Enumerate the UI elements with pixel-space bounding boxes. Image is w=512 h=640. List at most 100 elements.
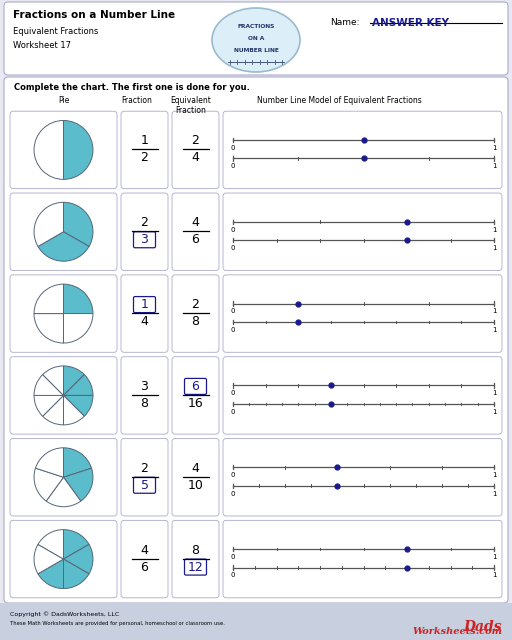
Text: 6: 6	[191, 233, 200, 246]
Text: 6: 6	[141, 561, 148, 573]
FancyBboxPatch shape	[134, 477, 156, 493]
Wedge shape	[63, 468, 93, 501]
Text: 8: 8	[140, 397, 148, 410]
FancyBboxPatch shape	[172, 520, 219, 598]
Text: 1: 1	[492, 308, 496, 314]
Text: 1: 1	[492, 390, 496, 396]
FancyBboxPatch shape	[223, 520, 502, 598]
Bar	[0, 603, 512, 640]
Text: Equivalent
Fraction: Equivalent Fraction	[170, 96, 211, 115]
Wedge shape	[34, 374, 63, 396]
Text: 2: 2	[191, 298, 200, 311]
Wedge shape	[34, 396, 63, 416]
Text: 1: 1	[141, 298, 148, 311]
Text: 1: 1	[492, 472, 496, 478]
Text: 6: 6	[191, 380, 200, 393]
Text: 16: 16	[187, 397, 203, 410]
Text: 8: 8	[191, 543, 200, 557]
Text: 1: 1	[492, 227, 496, 232]
Text: Name:: Name:	[330, 18, 359, 27]
Text: 2: 2	[141, 152, 148, 164]
Wedge shape	[34, 545, 63, 574]
Text: Equivalent Fractions: Equivalent Fractions	[13, 27, 98, 36]
Text: 4: 4	[191, 216, 200, 229]
Wedge shape	[34, 468, 63, 501]
Text: Fraction: Fraction	[121, 96, 153, 105]
Text: 12: 12	[187, 561, 203, 573]
Text: 4: 4	[141, 315, 148, 328]
FancyBboxPatch shape	[121, 520, 168, 598]
Wedge shape	[34, 284, 63, 314]
Wedge shape	[63, 202, 93, 246]
Text: 8: 8	[191, 315, 200, 328]
FancyBboxPatch shape	[121, 193, 168, 271]
Wedge shape	[63, 545, 93, 574]
Text: 3: 3	[141, 233, 148, 246]
Wedge shape	[46, 477, 81, 507]
Wedge shape	[63, 120, 93, 179]
Text: ANSWER KEY: ANSWER KEY	[372, 18, 449, 28]
FancyBboxPatch shape	[172, 193, 219, 271]
Wedge shape	[34, 314, 63, 343]
Wedge shape	[63, 366, 84, 396]
FancyBboxPatch shape	[223, 438, 502, 516]
Text: 0: 0	[231, 327, 235, 333]
FancyBboxPatch shape	[172, 356, 219, 434]
FancyBboxPatch shape	[134, 232, 156, 248]
Text: Copyright © DadsWorksheets, LLC: Copyright © DadsWorksheets, LLC	[10, 611, 119, 617]
Text: 2: 2	[141, 461, 148, 475]
Wedge shape	[34, 202, 63, 246]
Wedge shape	[34, 120, 63, 179]
Text: 0: 0	[231, 409, 235, 415]
Text: 0: 0	[231, 390, 235, 396]
Text: 0: 0	[231, 245, 235, 251]
Text: 2: 2	[141, 216, 148, 229]
Text: 4: 4	[141, 543, 148, 557]
Wedge shape	[63, 314, 93, 343]
Wedge shape	[42, 396, 63, 425]
Text: Dads: Dads	[463, 620, 502, 634]
Text: NUMBER LINE: NUMBER LINE	[233, 47, 279, 52]
Text: 0: 0	[231, 163, 235, 169]
FancyBboxPatch shape	[121, 275, 168, 352]
Text: ON A: ON A	[248, 36, 264, 42]
FancyBboxPatch shape	[184, 378, 206, 394]
Text: 5: 5	[140, 479, 148, 492]
Text: 0: 0	[231, 227, 235, 232]
Text: 1: 1	[492, 163, 496, 169]
FancyBboxPatch shape	[134, 296, 156, 312]
FancyBboxPatch shape	[10, 111, 117, 189]
Wedge shape	[63, 396, 84, 425]
Text: 1: 1	[492, 409, 496, 415]
FancyBboxPatch shape	[172, 275, 219, 352]
FancyBboxPatch shape	[172, 438, 219, 516]
Wedge shape	[63, 559, 89, 589]
Text: 1: 1	[492, 327, 496, 333]
Text: 1: 1	[492, 245, 496, 251]
FancyBboxPatch shape	[121, 438, 168, 516]
Text: 1: 1	[492, 554, 496, 560]
FancyBboxPatch shape	[10, 520, 117, 598]
Text: 1: 1	[141, 134, 148, 147]
FancyBboxPatch shape	[184, 559, 206, 575]
Text: These Math Worksheets are provided for personal, homeschool or classroom use.: These Math Worksheets are provided for p…	[10, 621, 225, 626]
Wedge shape	[38, 232, 89, 261]
Wedge shape	[63, 284, 93, 314]
Ellipse shape	[212, 8, 300, 72]
Text: 0: 0	[231, 554, 235, 560]
FancyBboxPatch shape	[4, 77, 508, 603]
Text: 10: 10	[187, 479, 203, 492]
Text: 0: 0	[231, 308, 235, 314]
Text: 0: 0	[231, 572, 235, 579]
FancyBboxPatch shape	[223, 193, 502, 271]
Text: Fractions on a Number Line: Fractions on a Number Line	[13, 10, 175, 20]
Text: 4: 4	[191, 152, 200, 164]
Text: Worksheet 17: Worksheet 17	[13, 41, 71, 50]
Wedge shape	[35, 448, 63, 477]
FancyBboxPatch shape	[10, 275, 117, 352]
Text: 0: 0	[231, 145, 235, 150]
FancyBboxPatch shape	[223, 111, 502, 189]
Text: 3: 3	[141, 380, 148, 393]
FancyBboxPatch shape	[223, 275, 502, 352]
Text: 0: 0	[231, 490, 235, 497]
